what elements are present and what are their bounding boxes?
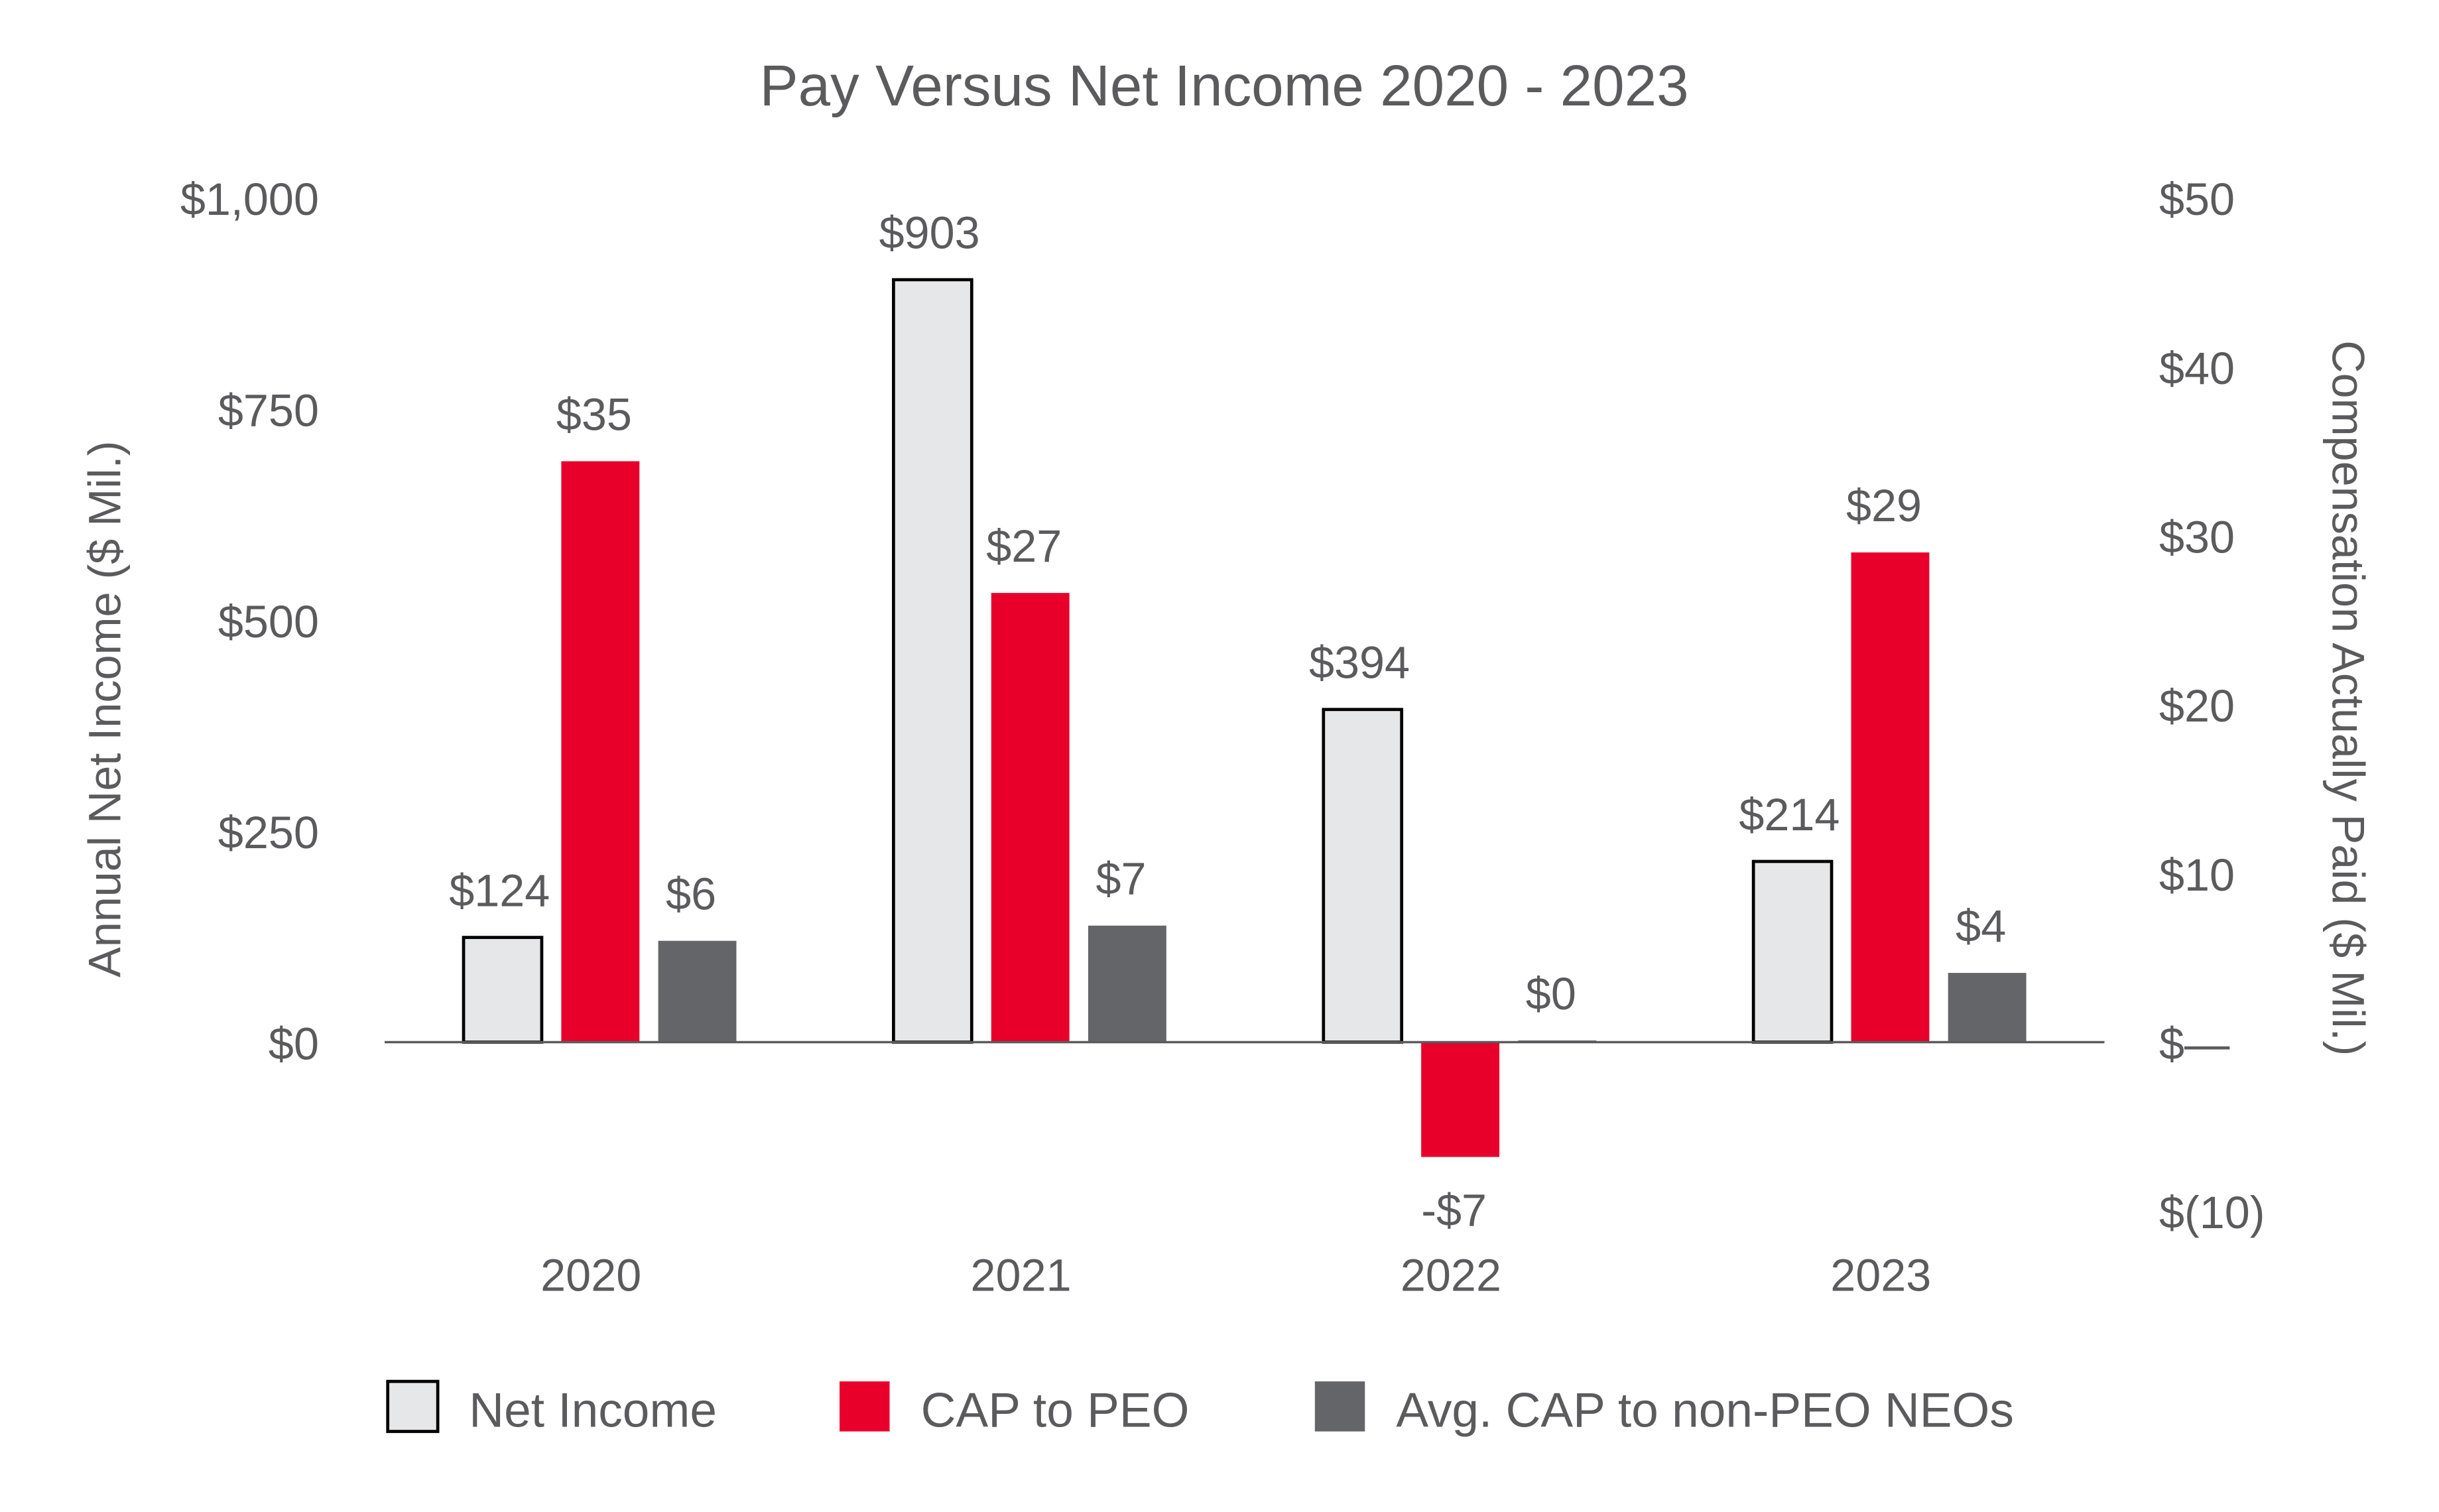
- bar-avg-cap-to-non-peo-neos-2021: [1088, 925, 1166, 1042]
- legend-label: Avg. CAP to non-PEO NEOs: [1396, 1383, 2014, 1437]
- legend-swatch: [840, 1381, 890, 1432]
- bar-cap-to-peo-2021: [991, 593, 1070, 1042]
- left-tick-label: $250: [218, 808, 319, 858]
- bar-avg-cap-to-non-peo-neos-2020: [658, 940, 737, 1042]
- data-label: $7: [1095, 854, 1146, 905]
- data-label: -$7: [1421, 1185, 1487, 1235]
- data-label: $0: [1526, 969, 1576, 1019]
- left-axis-ticks: $0 $250 $500 $750 $1,000: [180, 174, 319, 1069]
- right-tick-label: $10: [2159, 850, 2235, 901]
- bar-net-income-2023: [1751, 859, 1834, 1044]
- legend-swatch: [1314, 1381, 1365, 1432]
- bar-net-income-2022: [1322, 708, 1404, 1044]
- bar-avg-cap-to-non-peo-neos-2023: [1948, 973, 2027, 1042]
- chart-title: Pay Versus Net Income 2020 - 2023: [759, 54, 1688, 118]
- x-tick-label: 2021: [971, 1250, 1072, 1300]
- bars: $124 $35 $6 $903 $27 $7 $394 -$7 $0 $214 $29 $4: [449, 208, 2027, 1235]
- left-tick-label: $0: [269, 1019, 319, 1069]
- legend-label: CAP to PEO: [921, 1383, 1190, 1437]
- data-label: $29: [1846, 481, 1922, 531]
- right-tick-label: $50: [2159, 174, 2235, 225]
- x-tick-label: 2023: [1830, 1250, 1931, 1300]
- bar-cap-to-peo-2023: [1851, 552, 1930, 1042]
- bar-net-income-2021: [892, 278, 973, 1044]
- right-axis-ticks: $(10) $— $10 $20 $30 $40 $50: [2159, 174, 2265, 1238]
- right-tick-label: $(10): [2159, 1188, 2265, 1238]
- right-tick-label: $30: [2159, 513, 2235, 563]
- right-tick-label: $—: [2159, 1019, 2230, 1069]
- x-tick-label: 2022: [1401, 1250, 1501, 1300]
- right-axis-label: Compensation Actually Paid ($ Mil.): [2323, 340, 2373, 1056]
- data-label: $903: [879, 208, 980, 259]
- left-tick-label: $1,000: [180, 174, 319, 225]
- bar-net-income-2020: [462, 936, 544, 1044]
- left-tick-label: $500: [218, 597, 319, 647]
- right-tick-label: $20: [2159, 681, 2235, 731]
- right-tick-label: $40: [2159, 344, 2235, 394]
- data-label: $394: [1309, 638, 1410, 688]
- left-tick-label: $750: [218, 386, 319, 436]
- legend: Net Income CAP to PEO Avg. CAP to non-PEO …: [386, 1379, 2014, 1437]
- data-label: $4: [1956, 901, 2006, 952]
- data-label: $124: [449, 865, 550, 916]
- bar-cap-to-peo-2022: [1421, 1042, 1500, 1157]
- left-axis-label: Annual Net Income ($ Mil.): [80, 441, 131, 977]
- bar-cap-to-peo-2020: [561, 461, 640, 1042]
- x-tick-label: 2020: [540, 1250, 641, 1300]
- x-axis-labels: 2020 2021 2022 2023: [540, 1250, 1931, 1300]
- data-label: $6: [666, 869, 716, 920]
- legend-swatch: [386, 1379, 440, 1433]
- data-label: $214: [1739, 790, 1840, 840]
- data-label: $27: [986, 521, 1062, 572]
- legend-label: Net Income: [469, 1383, 717, 1437]
- data-label: $35: [556, 389, 632, 440]
